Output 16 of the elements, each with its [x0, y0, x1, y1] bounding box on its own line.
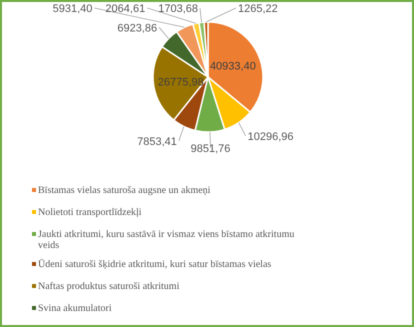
data-label: 40933,40 [210, 60, 256, 72]
legend-label: Svina akumulatori [38, 303, 112, 314]
legend-label: Naftas produktus saturoši atkritumi [38, 281, 180, 292]
data-label: 9851,76 [190, 142, 230, 155]
data-label: 26775,98 [158, 76, 204, 88]
data-label: 1265,22 [238, 3, 278, 15]
legend-label: Jaukti atkritumi, kuru sastāvā ir vismaz viens bīstamo atkritumu veids [38, 229, 294, 251]
data-label: 5931,40 [52, 3, 92, 15]
data-label: 10296,96 [248, 130, 294, 143]
legend-label: Bīstamas vielas saturoša augsne un akmeņi [38, 185, 211, 196]
data-label: 7853,41 [137, 136, 177, 148]
data-label: 1703,68 [158, 3, 198, 15]
legend-label: Nolietoti transportlīdzekļi [38, 207, 142, 218]
data-label: 6923,86 [117, 22, 158, 34]
legend-label: Ūdeni saturoši šķidrie atkritumi, kuri satur bīstamas vielas [38, 259, 272, 270]
data-label: 2064,61 [105, 3, 146, 15]
